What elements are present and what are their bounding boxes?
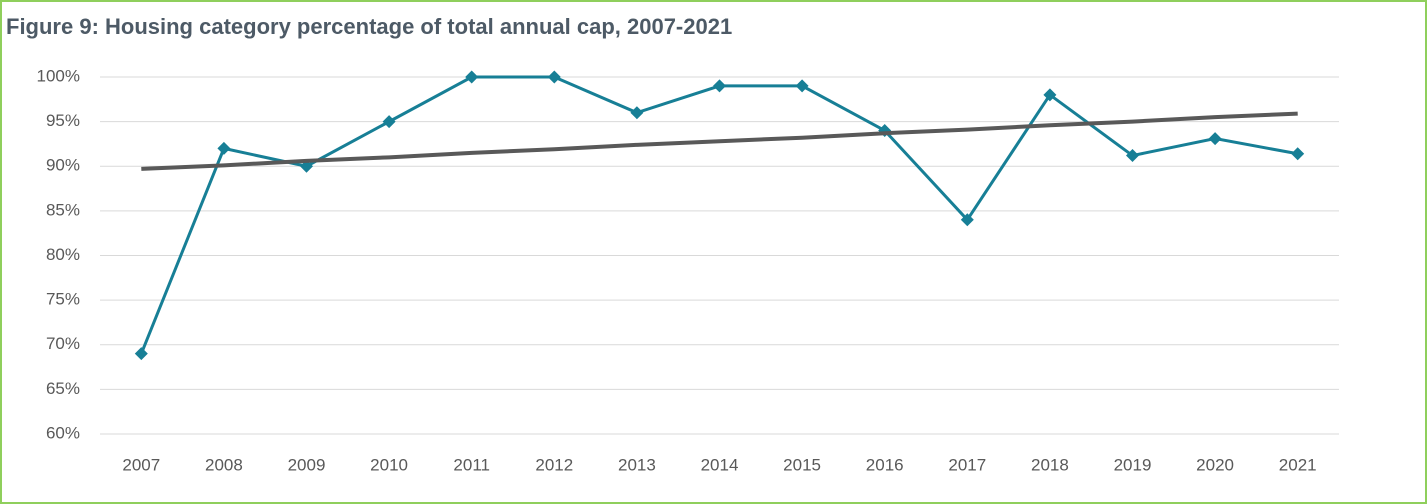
x-tick-label: 2014	[701, 455, 739, 474]
marker	[795, 79, 809, 93]
x-tick-label: 2015	[783, 455, 821, 474]
marker	[1208, 132, 1222, 146]
marker	[1043, 88, 1057, 102]
y-tick-label: 60%	[46, 423, 80, 442]
y-tick-label: 100%	[37, 66, 80, 85]
x-tick-label: 2013	[618, 455, 656, 474]
trend-line	[141, 111, 1298, 171]
x-tick-label: 2017	[948, 455, 986, 474]
x-tick-label: 2021	[1279, 455, 1317, 474]
y-tick-label: 70%	[46, 334, 80, 353]
y-tick-label: 80%	[46, 245, 80, 264]
y-tick-label: 85%	[46, 200, 80, 219]
marker	[465, 70, 479, 84]
x-tick-label: 2019	[1114, 455, 1152, 474]
y-tick-label: 90%	[46, 156, 80, 175]
y-tick-label: 95%	[46, 111, 80, 130]
marker	[1291, 147, 1305, 161]
x-tick-label: 2007	[122, 455, 160, 474]
x-tick-label: 2008	[205, 455, 243, 474]
marker	[547, 70, 561, 84]
marker	[713, 79, 726, 93]
x-tick-label: 2010	[370, 455, 408, 474]
marker	[382, 115, 396, 129]
x-tick-label: 2012	[535, 455, 573, 474]
y-tick-label: 75%	[46, 290, 80, 309]
x-tick-label: 2016	[866, 455, 904, 474]
x-tick-label: 2009	[288, 455, 326, 474]
marker	[217, 141, 231, 155]
marker	[1126, 149, 1139, 163]
y-tick-label: 65%	[46, 379, 80, 398]
x-tick-label: 2018	[1031, 455, 1069, 474]
chart-title: Figure 9: Housing category percentage of…	[6, 14, 732, 39]
marker	[134, 347, 148, 361]
x-tick-label: 2011	[453, 455, 490, 474]
marker	[630, 106, 644, 120]
marker	[960, 213, 974, 227]
x-tick-label: 2020	[1196, 455, 1234, 474]
